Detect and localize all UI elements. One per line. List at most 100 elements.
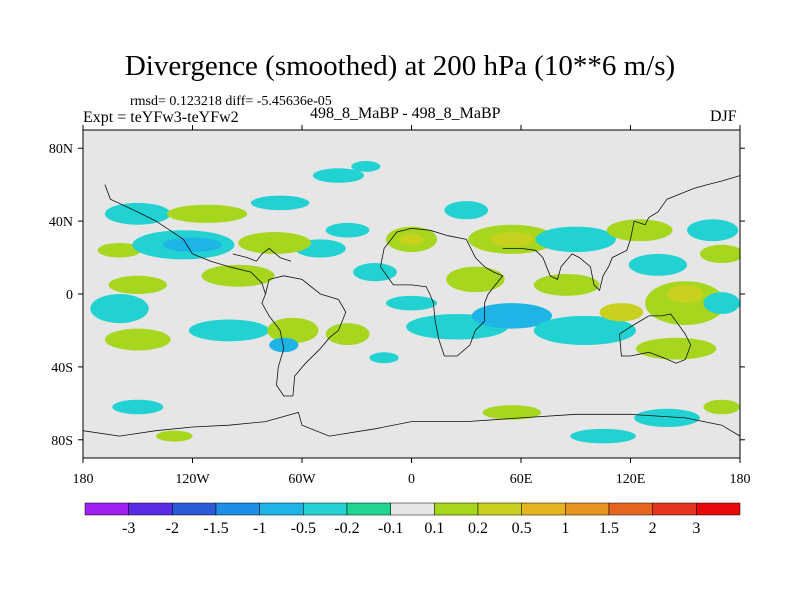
colorbar-label: -2	[166, 520, 179, 537]
contour-patch	[351, 160, 381, 172]
contour-patch	[156, 430, 193, 442]
chart-title: Divergence (smoothed) at 200 hPa (10**6 …	[124, 50, 676, 82]
contour-patch	[269, 337, 299, 353]
y-tick-label: 80N	[49, 142, 73, 157]
contour-patch	[325, 323, 370, 346]
contour-patch	[687, 219, 739, 242]
contour-patch	[533, 315, 636, 346]
axis-ticks: 180 120W 60W 0 60E 120E 180 80N 40N 0 40S 80S	[49, 125, 751, 487]
colorbar-swatch	[696, 502, 741, 516]
y-tick-label: 80S	[51, 434, 73, 449]
contour-patch	[369, 352, 399, 364]
coastlines	[83, 175, 740, 437]
y-tick-label: 40N	[49, 215, 73, 230]
contour-patch	[535, 226, 616, 253]
contour-patch	[703, 292, 740, 315]
contour-patch	[90, 294, 149, 324]
colorbar-swatch	[215, 502, 260, 516]
contour-patch	[645, 281, 726, 325]
plot-background	[83, 130, 740, 458]
contour-patch	[112, 399, 164, 415]
contour-patch	[606, 219, 673, 242]
colorbar-label: 0.2	[468, 520, 488, 537]
contour-patch	[267, 317, 319, 344]
colorbar-label: 1	[561, 520, 569, 537]
colorbar-swatch	[390, 502, 435, 516]
colorbar-swatch	[434, 502, 479, 516]
contour-patch	[628, 253, 688, 276]
colorbar-swatch	[652, 502, 697, 516]
contour-patch	[166, 204, 248, 223]
contour-patch	[444, 201, 489, 220]
contour-patch	[108, 275, 167, 294]
colorbar-label: -0.5	[291, 520, 316, 537]
contour-patch	[570, 428, 636, 444]
contour-patch	[188, 319, 270, 342]
contour-patch	[385, 295, 438, 311]
colorbar-swatch	[128, 502, 173, 516]
contour-patch	[699, 244, 740, 264]
x-tick-label: 120E	[616, 472, 646, 487]
contour-patch	[104, 202, 171, 225]
coastline-gulf	[232, 247, 292, 262]
contour-patch	[110, 168, 166, 183]
season-label: DJF	[710, 108, 737, 125]
coastline-americas-west	[104, 184, 293, 397]
contour-patch	[325, 222, 370, 238]
x-tick-label: 180	[73, 472, 94, 487]
runs-label: 498_8_MaBP - 498_8_MaBP	[310, 105, 501, 122]
colorbar-swatch	[303, 502, 348, 516]
colorbar-label: -0.1	[378, 520, 403, 537]
contour-patch	[489, 232, 534, 247]
colorbar-swatch	[259, 502, 304, 516]
contour-patch	[163, 237, 222, 253]
contour-patch	[353, 263, 397, 282]
coastline-australia	[619, 313, 692, 364]
contour-patch	[482, 405, 542, 420]
colorbar-swatch	[477, 502, 522, 516]
contour-patch	[599, 303, 644, 322]
colorbar-label: -0.2	[334, 520, 359, 537]
y-tick-label: 0	[66, 288, 73, 303]
colorbar-swatch	[565, 502, 610, 516]
contour-patch	[238, 232, 312, 254]
contour-patch	[250, 195, 310, 211]
x-tick-label: 0	[408, 472, 415, 487]
colorbar-swatch	[521, 502, 566, 516]
contour-patch	[97, 242, 142, 258]
colorbar: -3 -2 -1.5 -1 -0.5 -0.2 -0.1 0.1 0.2 0.5 1 1.5 2 3	[84, 502, 741, 537]
coastline-asia-south	[502, 239, 631, 292]
contour-patch	[635, 337, 717, 360]
experiment-label: Expt = teYFw3-teYFw2	[83, 109, 239, 126]
x-tick-label: 60W	[288, 472, 316, 487]
x-tick-label: 180	[730, 472, 751, 487]
contour-patch	[312, 168, 365, 183]
colorbar-swatch	[172, 502, 217, 516]
contour-patch	[634, 408, 700, 428]
colorbar-label: -1	[253, 520, 266, 537]
colorbar-label: 0.5	[512, 520, 532, 537]
stats-text: rmsd= 0.123218 diff= -5.45636e-05	[130, 94, 332, 109]
contour-patch	[667, 284, 704, 304]
colorbar-swatch	[84, 502, 129, 516]
contour-patch	[201, 264, 275, 287]
contour-patch	[533, 273, 600, 296]
y-tick-label: 40S	[51, 361, 73, 376]
colorbar-label: -1.5	[203, 520, 228, 537]
x-tick-label: 120W	[175, 472, 210, 487]
coastline-americas-east	[265, 275, 347, 397]
contour-patch	[398, 233, 425, 245]
contour-patch	[446, 266, 505, 293]
colorbar-swatch	[346, 502, 391, 516]
contour-patch	[104, 328, 171, 351]
colorbar-label: 0.1	[424, 520, 444, 537]
colorbar-label: 1.5	[599, 520, 619, 537]
colorbar-label: 3	[692, 520, 700, 537]
colorbar-label: 2	[649, 520, 657, 537]
contour-patch	[703, 399, 740, 415]
colorbar-swatch	[608, 502, 653, 516]
x-tick-label: 60E	[510, 472, 533, 487]
coastline-africa	[380, 227, 504, 357]
colorbar-label: -3	[122, 520, 135, 537]
